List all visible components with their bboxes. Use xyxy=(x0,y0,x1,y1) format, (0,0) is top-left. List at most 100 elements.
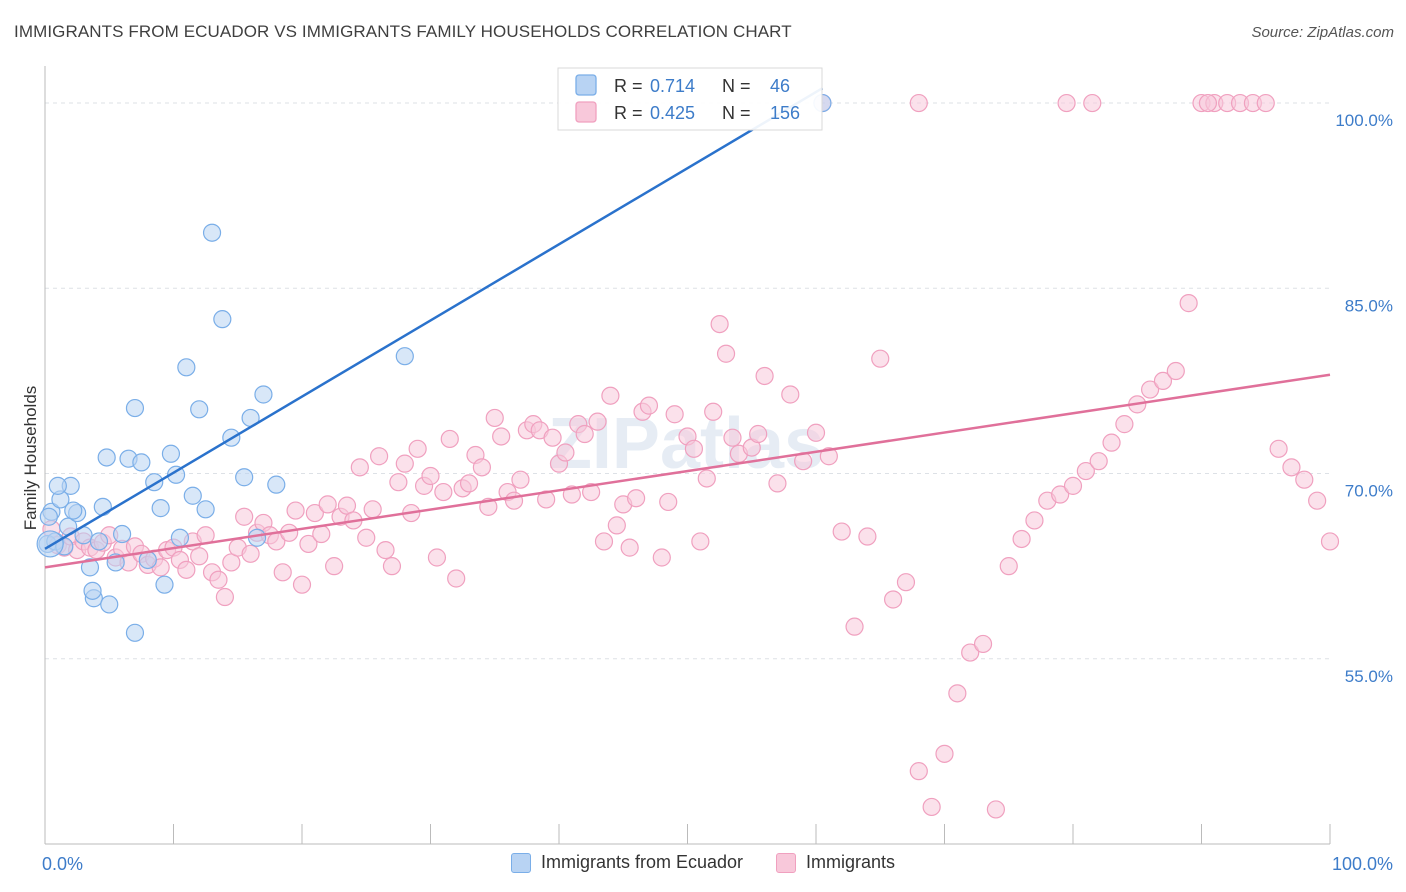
point-s1-54 xyxy=(389,473,408,492)
point-s0-18 xyxy=(132,453,151,472)
point-s1-38 xyxy=(286,501,305,520)
point-s0-43 xyxy=(97,448,116,467)
legend-r-value-0: 0.714 xyxy=(650,76,695,96)
point-s1-96 xyxy=(665,405,684,424)
point-s1-95 xyxy=(659,492,678,512)
legend-item-ecuador: Immigrants from Ecuador xyxy=(510,852,744,873)
point-s1-119 xyxy=(896,573,916,592)
point-s1-126 xyxy=(986,800,1006,819)
legend-label-ecuador: Immigrants from Ecuador xyxy=(540,852,744,872)
point-s1-87 xyxy=(601,386,620,405)
point-s0-38 xyxy=(395,347,414,366)
y-tick-label-2: 85.0% xyxy=(1345,296,1393,315)
trend-line-1 xyxy=(44,373,1331,569)
point-s1-109 xyxy=(768,474,787,493)
point-s1-120 xyxy=(909,762,928,781)
point-s1-122 xyxy=(935,744,954,763)
point-s1-141 xyxy=(1179,294,1198,313)
point-s1-69 xyxy=(485,408,504,428)
point-s1-80 xyxy=(556,443,575,462)
point-s1-157 xyxy=(1198,93,1218,113)
point-s1-131 xyxy=(1051,485,1070,504)
legend-n-label-1: N = xyxy=(722,103,751,123)
point-s1-73 xyxy=(511,470,530,489)
point-s1-136 xyxy=(1115,415,1134,434)
point-s1-36 xyxy=(273,563,292,582)
legend-n-label-0: N = xyxy=(722,76,751,96)
point-s1-48 xyxy=(350,458,369,477)
point-s0-25 xyxy=(170,528,190,547)
legend-r-label-1: R = xyxy=(614,103,643,123)
point-s1-148 xyxy=(1269,439,1288,458)
point-s1-84 xyxy=(582,482,601,502)
point-s1-57 xyxy=(408,439,427,458)
point-s1-113 xyxy=(819,447,838,466)
point-s1-102 xyxy=(710,314,729,334)
point-s1-108 xyxy=(755,366,774,386)
point-s1-61 xyxy=(434,482,453,502)
point-s0-41 xyxy=(48,476,67,495)
point-s0-9 xyxy=(80,558,100,577)
point-s1-60 xyxy=(427,548,447,567)
point-s1-51 xyxy=(370,447,389,466)
point-s0-31 xyxy=(213,310,232,329)
point-s1-133 xyxy=(1076,461,1095,481)
point-s1-43 xyxy=(318,495,337,514)
point-s0-33 xyxy=(235,468,254,487)
point-s1-123 xyxy=(948,684,967,703)
point-s1-21 xyxy=(177,560,196,579)
point-s1-152 xyxy=(1320,532,1340,551)
point-s1-135 xyxy=(1102,433,1121,452)
point-s1-151 xyxy=(1308,491,1327,510)
point-s1-112 xyxy=(806,423,826,442)
point-s1-154 xyxy=(909,93,928,113)
point-s1-26 xyxy=(209,570,228,589)
grid-lines xyxy=(45,102,1330,660)
point-s1-101 xyxy=(704,402,723,421)
point-s1-72 xyxy=(504,491,524,510)
axes xyxy=(44,66,1331,845)
y-tick-label-0: 55.0% xyxy=(1345,667,1393,686)
point-s0-15 xyxy=(112,524,132,544)
point-s1-27 xyxy=(215,587,234,607)
y-axis-label: Family Households xyxy=(21,386,40,531)
point-s0-22 xyxy=(155,575,174,594)
point-s1-77 xyxy=(537,490,556,509)
point-s1-103 xyxy=(716,344,736,363)
point-s0-30 xyxy=(202,223,222,242)
point-s1-39 xyxy=(292,575,312,594)
point-s1-78 xyxy=(543,428,562,447)
point-s1-132 xyxy=(1063,476,1083,495)
y-tick-label-3: 100.0% xyxy=(1335,111,1393,130)
legend-swatch-1 xyxy=(575,101,597,123)
point-s1-129 xyxy=(1025,511,1044,530)
point-s1-139 xyxy=(1153,371,1173,391)
point-s1-50 xyxy=(363,500,382,519)
point-s1-114 xyxy=(832,522,851,541)
point-s0-12 xyxy=(93,497,112,516)
y-tick-label-1: 70.0% xyxy=(1345,482,1393,501)
point-s1-118 xyxy=(883,590,903,609)
point-s1-90 xyxy=(620,538,639,557)
point-s0-21 xyxy=(151,499,170,518)
point-s0-42 xyxy=(64,501,83,520)
legend: R = 0.714 N = 46 R = 0.425 N = 156 xyxy=(557,67,823,131)
legend-n-value-1: 156 xyxy=(770,103,800,123)
data-points xyxy=(36,93,1340,819)
point-large-origin xyxy=(36,530,64,558)
point-s0-11 xyxy=(89,532,109,551)
point-s0-26 xyxy=(177,358,196,377)
point-s1-138 xyxy=(1140,380,1160,399)
legend-r-value-1: 0.425 xyxy=(650,103,695,123)
point-s1-100 xyxy=(697,469,716,488)
point-s1-59 xyxy=(421,466,440,486)
point-s1-127 xyxy=(999,557,1018,576)
legend-swatch-ecuador xyxy=(510,852,531,873)
point-s1-62 xyxy=(440,429,459,449)
point-s0-29 xyxy=(196,500,215,519)
point-s1-91 xyxy=(626,489,646,508)
point-s0-37 xyxy=(267,475,286,494)
legend-item-immigrants: Immigrants xyxy=(776,852,895,873)
y-tick-labels: 55.0% 70.0% 85.0% 100.0% xyxy=(1335,111,1393,686)
point-s0-36 xyxy=(254,385,273,404)
